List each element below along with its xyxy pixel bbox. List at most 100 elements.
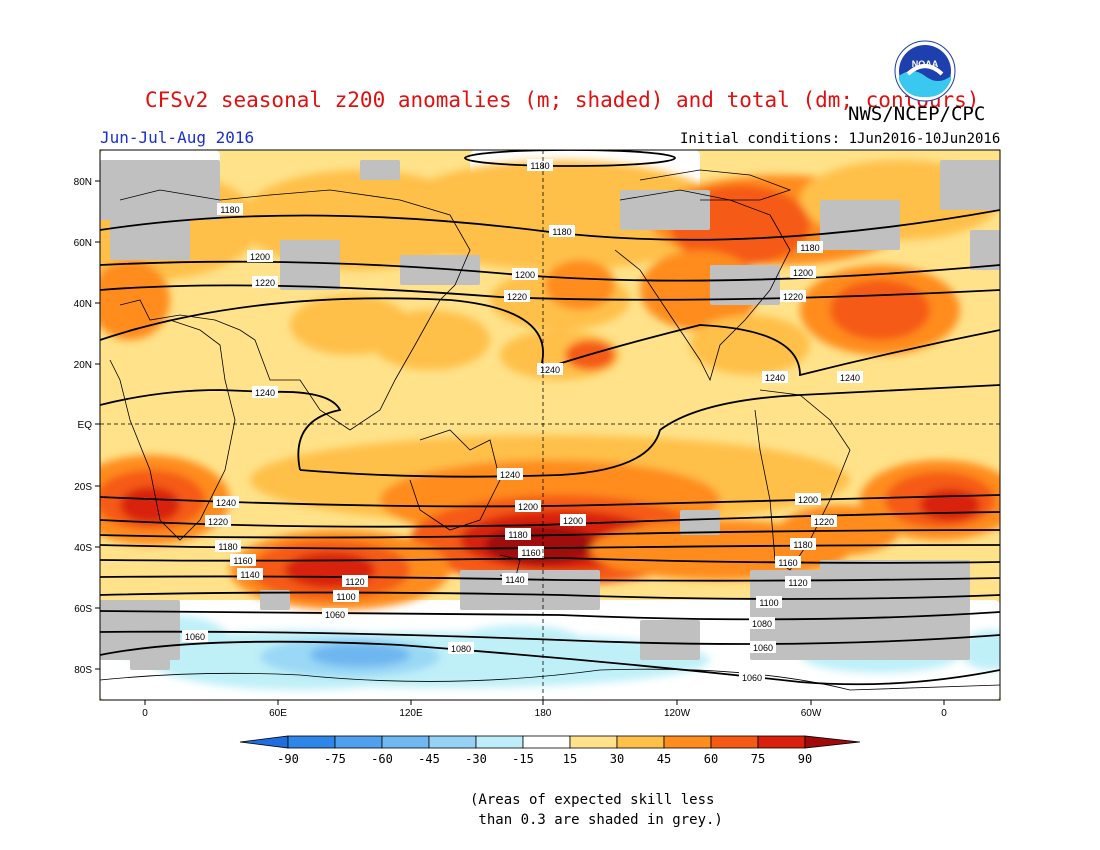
colorbar-segment — [428, 735, 477, 749]
colorbar-tick-label: -30 — [465, 752, 487, 766]
contour-label: 1160 — [230, 554, 256, 566]
contour-label: 1200 — [512, 268, 538, 280]
svg-text:1140: 1140 — [240, 570, 259, 580]
svg-text:1080: 1080 — [752, 619, 772, 629]
colorbar-arrow-left — [239, 735, 289, 749]
svg-text:1240: 1240 — [765, 373, 785, 383]
agency-label: NWS/NCEP/CPC — [848, 103, 986, 125]
svg-text:1220: 1220 — [814, 517, 834, 527]
height-contour — [100, 575, 1000, 582]
height-contour — [100, 630, 1000, 645]
lon-label: 0 — [941, 708, 947, 719]
colorbar-tick-label: -45 — [418, 752, 440, 766]
contour-label: 1140 — [237, 568, 263, 580]
colorbar-tick-label: -15 — [512, 752, 534, 766]
contour-label: 1240 — [213, 496, 239, 508]
colorbar-segment — [663, 735, 712, 749]
contour-label: 1160 — [775, 556, 801, 568]
colorbar-segment — [710, 735, 759, 749]
svg-text:1160: 1160 — [233, 556, 252, 566]
svg-text:1060: 1060 — [753, 643, 773, 653]
lon-label: 120W — [664, 708, 691, 719]
contour-label: 1200 — [795, 493, 821, 505]
contour-label: 1180 — [797, 241, 823, 253]
contour-label: 1060 — [322, 608, 348, 620]
height-contour — [100, 284, 1000, 301]
lon-label: 60W — [801, 708, 822, 719]
contour-label: 1180 — [790, 538, 816, 550]
svg-text:1200: 1200 — [250, 252, 270, 262]
colorbar-tick-label: -90 — [277, 752, 299, 766]
initial-conditions-label: Initial conditions: 1Jun2016-10Jun2016 — [680, 131, 1001, 147]
lat-label: 60N — [74, 238, 92, 249]
svg-text:1200: 1200 — [793, 268, 813, 278]
footnote-line-1: (Areas of expected skill less — [470, 792, 715, 808]
coastline — [614, 189, 791, 382]
colorbar-tick-label: 60 — [704, 752, 718, 766]
map-frame — [99, 149, 1001, 701]
svg-text:1160: 1160 — [521, 548, 540, 558]
contour-label: 1180 — [549, 225, 575, 237]
lat-label: 20S — [74, 482, 92, 493]
svg-text:1180: 1180 — [800, 243, 819, 253]
contour-label: 1220 — [811, 515, 837, 527]
colorbar-segment — [757, 735, 806, 749]
svg-text:1200: 1200 — [563, 516, 583, 526]
colorbar-tick-label: -60 — [371, 752, 393, 766]
season-label: Jun-Jul-Aug 2016 — [100, 128, 255, 147]
svg-text:1200: 1200 — [515, 270, 535, 280]
lat-label: 40S — [74, 543, 92, 554]
contour-label: 1060 — [182, 630, 208, 642]
svg-text:1180: 1180 — [552, 227, 571, 237]
svg-text:1120: 1120 — [345, 577, 364, 587]
svg-text:1240: 1240 — [255, 388, 275, 398]
svg-text:1060: 1060 — [325, 610, 345, 620]
contour-label: 1220 — [504, 290, 530, 302]
low-skill-areas — [100, 160, 1000, 670]
contour-label: 1220 — [780, 290, 806, 302]
contour-label: 1200 — [515, 500, 541, 512]
svg-text:1180: 1180 — [793, 540, 812, 550]
contour-label: 1100 — [756, 596, 782, 608]
height-contour — [464, 150, 676, 167]
contour-label: 1220 — [252, 276, 278, 288]
svg-text:1080: 1080 — [451, 644, 471, 654]
height-contour — [100, 511, 1000, 528]
contour-label: 1080 — [749, 617, 775, 629]
lat-label: 40N — [74, 299, 92, 310]
svg-text:1180: 1180 — [220, 205, 239, 215]
colorbar-segment — [616, 735, 665, 749]
svg-text:1060: 1060 — [742, 673, 762, 683]
svg-text:1220: 1220 — [783, 292, 803, 302]
svg-text:1120: 1120 — [788, 578, 807, 588]
coastline — [119, 189, 471, 431]
colorbar-segment — [381, 735, 430, 749]
colorbar-segment — [569, 735, 618, 749]
colorbar-tick-label: 30 — [610, 752, 624, 766]
svg-text:1100: 1100 — [759, 598, 778, 608]
contour-label: 1180 — [217, 203, 243, 215]
lon-label: 60E — [269, 708, 287, 719]
svg-text:1240: 1240 — [216, 498, 236, 508]
svg-text:1100: 1100 — [336, 592, 355, 602]
contour-label: 1180 — [215, 540, 241, 552]
svg-text:1180: 1180 — [508, 530, 527, 540]
contour-label: 1180 — [527, 159, 553, 171]
svg-text:1200: 1200 — [798, 495, 818, 505]
height-contour — [100, 529, 1000, 539]
height-contour — [100, 640, 1000, 686]
svg-text:1240: 1240 — [500, 470, 520, 480]
svg-text:1180: 1180 — [218, 542, 237, 552]
colorbar-tick-label: 75 — [751, 752, 765, 766]
height-contour — [299, 384, 1000, 478]
contour-label: 1200 — [560, 514, 586, 526]
colorbar-tick-label: 90 — [798, 752, 812, 766]
contour-label: 1120 — [342, 575, 368, 587]
contour-label: 1120 — [785, 576, 811, 588]
contour-label: 1200 — [790, 266, 816, 278]
colorbar-segment — [334, 735, 383, 749]
contour-label: 1200 — [247, 250, 273, 262]
svg-text:1140: 1140 — [505, 575, 524, 585]
svg-text:1220: 1220 — [208, 517, 228, 527]
